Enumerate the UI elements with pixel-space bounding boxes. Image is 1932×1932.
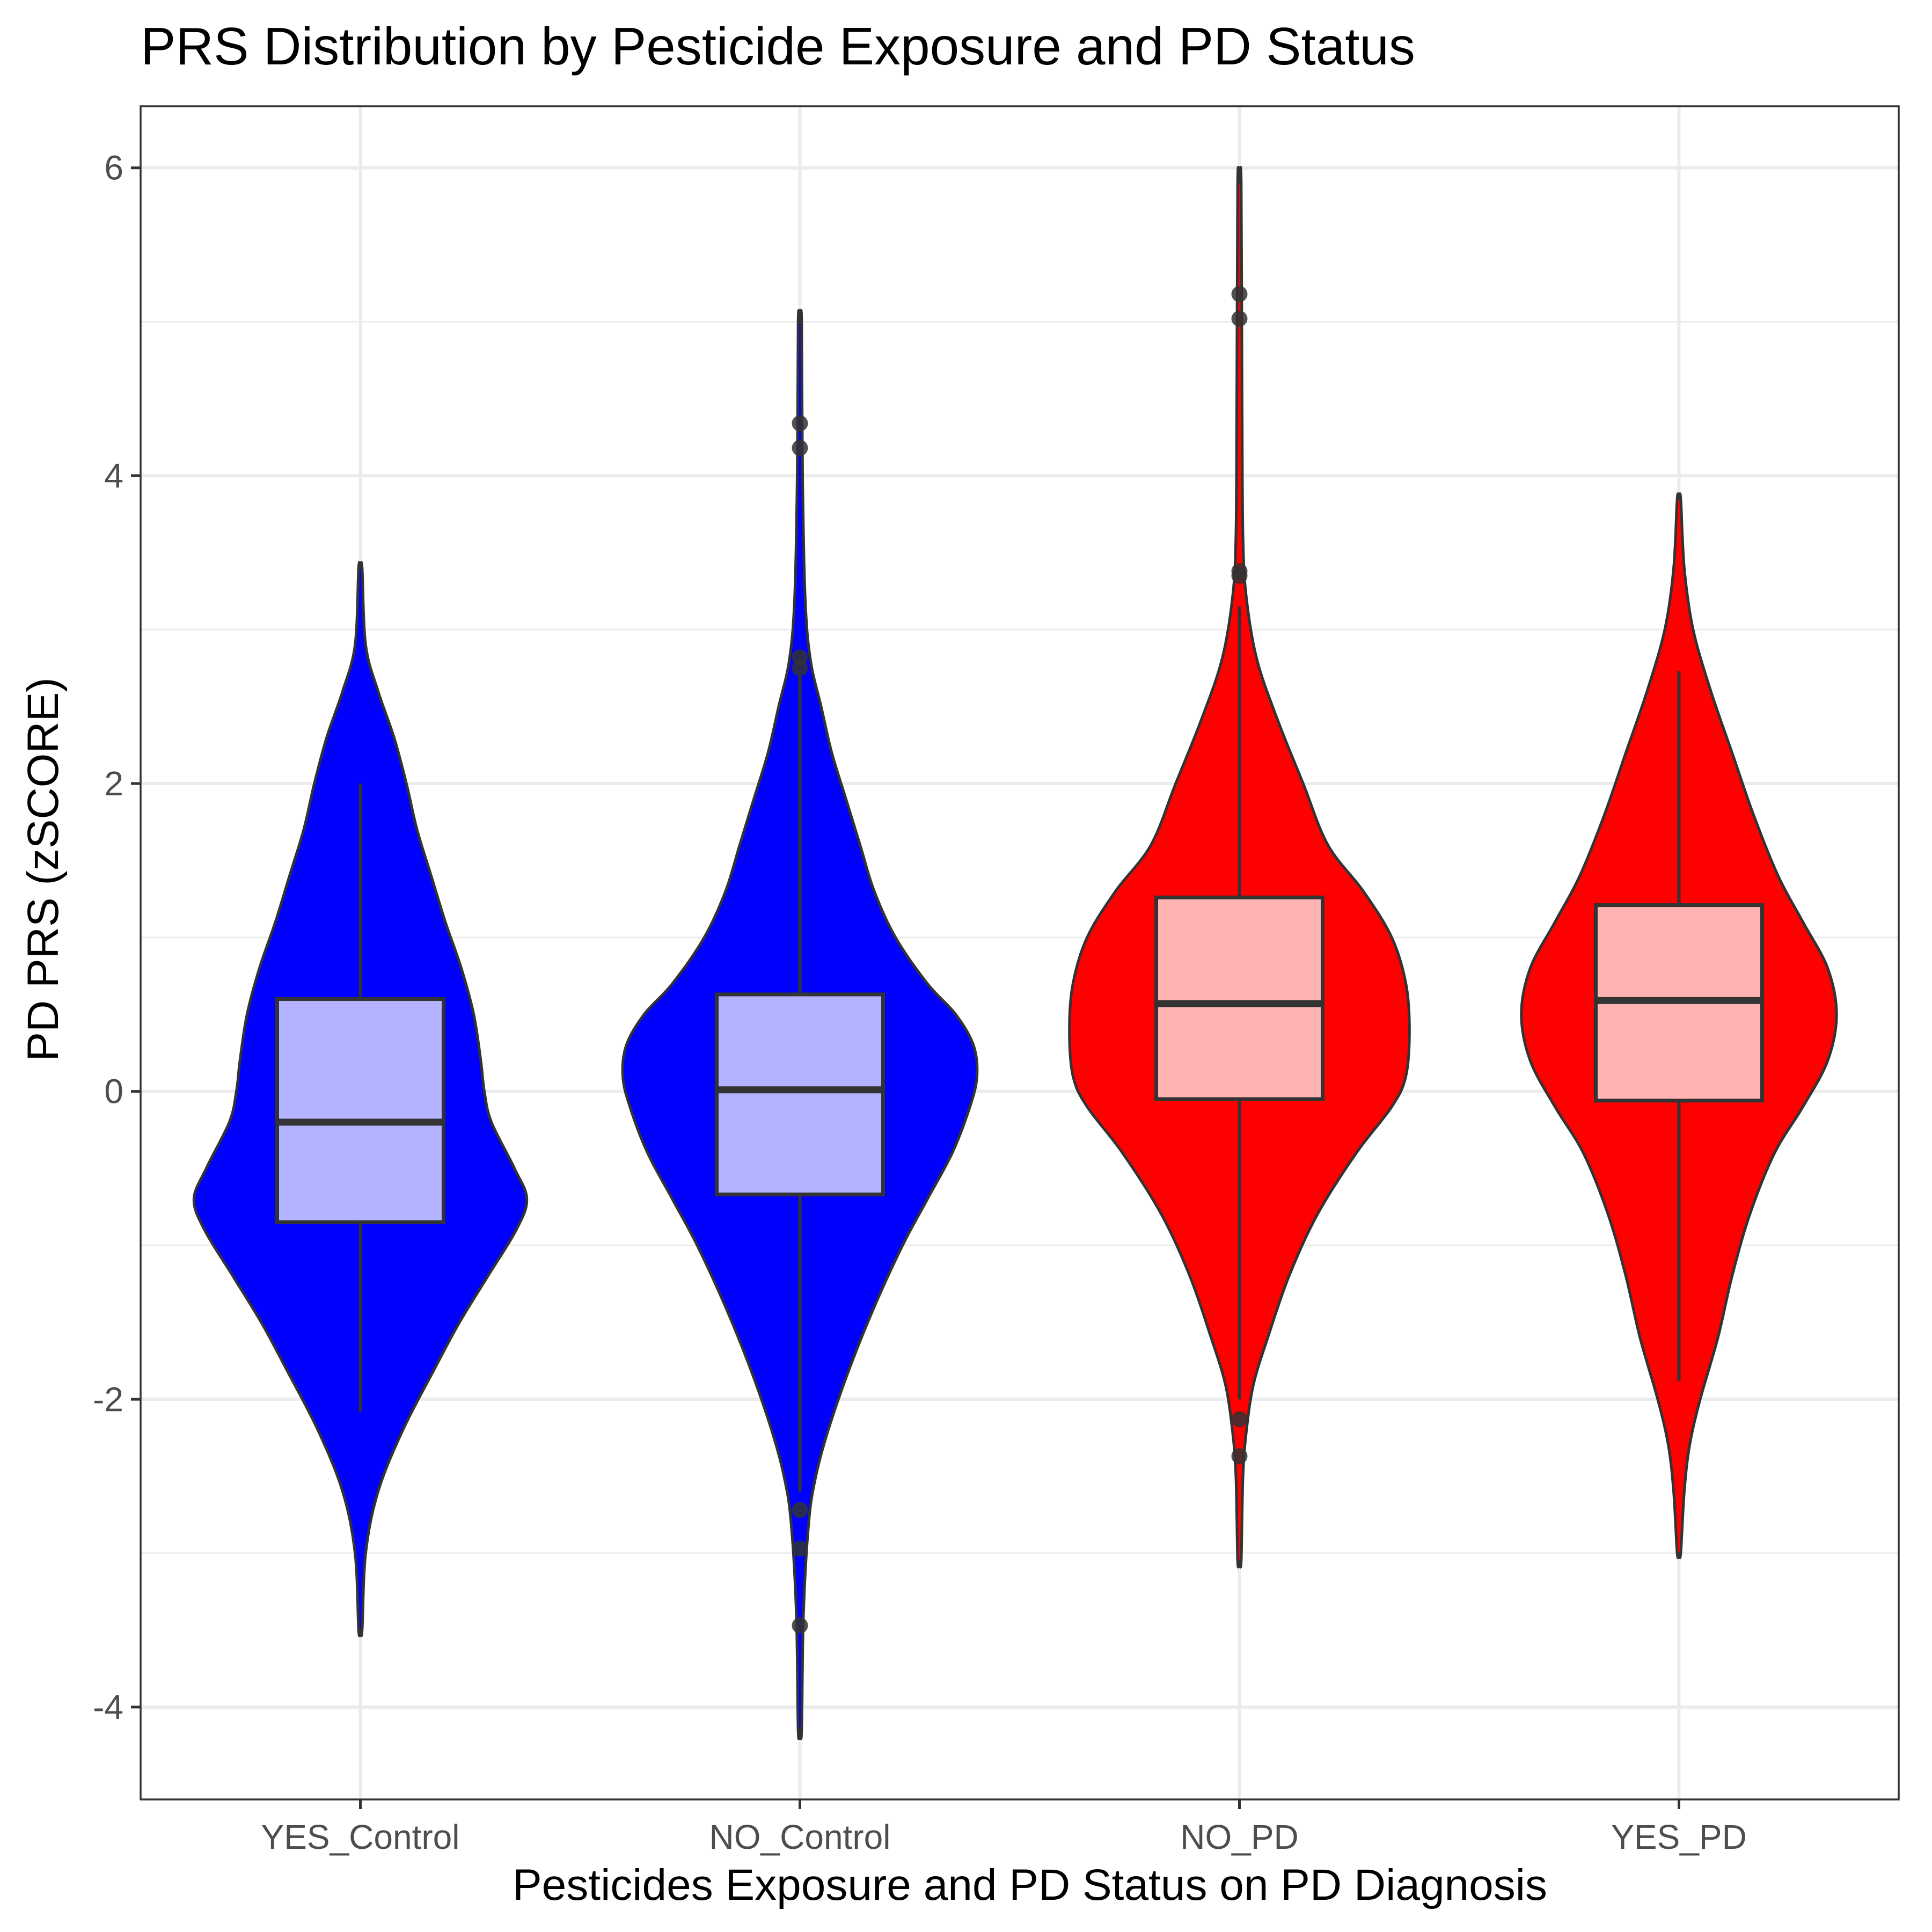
x-tick-label: YES_PD — [1611, 1818, 1747, 1856]
outlier-point-NO_PD — [1231, 1411, 1248, 1428]
x-tick-label: NO_PD — [1180, 1818, 1299, 1856]
x-axis: YES_Control NO_Control NO_PD YES_PD — [261, 1799, 1747, 1856]
chart-title: PRS Distribution by Pesticide Exposure a… — [141, 17, 1415, 76]
outlier-point-NO_PD — [1231, 310, 1248, 327]
y-tick-label: 2 — [104, 764, 123, 803]
outlier-point-NO_PD — [1231, 1448, 1248, 1465]
plot-panel-border — [140, 105, 1900, 1801]
x-tick-label: NO_Control — [709, 1818, 891, 1856]
y-axis-title: PD PRS (zSCORE) — [19, 677, 68, 1061]
outlier-point-NO_PD — [1231, 286, 1248, 302]
outlier-points — [792, 286, 1248, 1634]
box-NO_PD — [1154, 895, 1324, 1101]
outlier-point-NO_Control — [792, 415, 808, 431]
outlier-point-NO_Control — [792, 440, 808, 456]
outlier-point-NO_Control — [792, 660, 808, 676]
boxplots — [275, 606, 1764, 1492]
y-tick-label: 0 — [104, 1072, 123, 1111]
x-axis-title: Pesticides Exposure and PD Status on PD … — [513, 1861, 1547, 1909]
box-YES_Control — [275, 997, 445, 1224]
x-tick-label: YES_Control — [261, 1818, 460, 1856]
y-axis: -4 -2 0 2 4 6 — [93, 149, 141, 1726]
outlier-point-NO_Control — [792, 1617, 808, 1634]
y-tick-label: 6 — [104, 149, 123, 187]
outlier-point-NO_Control — [792, 1540, 808, 1557]
y-tick-label: 4 — [104, 456, 123, 495]
outlier-point-NO_PD — [1231, 567, 1248, 584]
y-tick-label: -2 — [93, 1380, 123, 1418]
y-tick-label: -4 — [93, 1688, 123, 1726]
outlier-point-NO_Control — [792, 1502, 808, 1518]
box-NO_Control — [715, 992, 885, 1197]
